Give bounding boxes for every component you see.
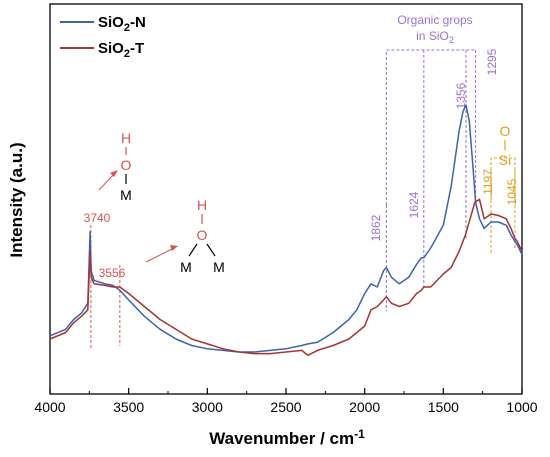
arrow-3556 bbox=[145, 247, 175, 263]
oh-double-m2: M bbox=[213, 259, 225, 275]
x-tick-label-4000: 4000 bbox=[34, 399, 65, 415]
arrow-3740-head bbox=[110, 170, 118, 177]
si-o-label-o: O bbox=[500, 123, 511, 139]
band-label-3556: 3556 bbox=[99, 266, 126, 280]
legend: SiO2-N SiO2-T bbox=[60, 14, 146, 60]
arrow-3556-head bbox=[170, 245, 178, 251]
si-o-bracket bbox=[490, 157, 516, 200]
band-label-1862: 1862 bbox=[369, 214, 383, 241]
x-axis: 4000 3500 3000 2500 2000 1500 1000 bbox=[34, 388, 538, 415]
x-tick-label-3500: 3500 bbox=[113, 399, 144, 415]
organic-groups-bracket bbox=[385, 49, 476, 205]
band-label-1624: 1624 bbox=[407, 191, 421, 218]
band-label-1356: 1356 bbox=[454, 82, 468, 109]
oh-double-bond2 bbox=[188, 243, 198, 257]
x-tick-label-2500: 2500 bbox=[270, 399, 301, 415]
x-axis-title-main: Wavenumber / cm bbox=[209, 429, 354, 448]
y-axis-title: Intensity (a.u.) bbox=[7, 142, 26, 257]
x-axis-title: Wavenumber / cm-1 bbox=[209, 427, 365, 448]
oh-single-h: H bbox=[121, 130, 131, 146]
band-label-1197: 1197 bbox=[481, 169, 495, 195]
annotation-layer: 3740 3556 1862 1624 1356 1295 1197 1045 bbox=[84, 48, 519, 348]
oh-double-m1: M bbox=[180, 259, 192, 275]
x-tick-label-3000: 3000 bbox=[192, 399, 223, 415]
oh-double-o: O bbox=[197, 227, 208, 243]
oh-double-bond3 bbox=[206, 243, 216, 257]
legend-label-sio2-t: SiO2-T bbox=[98, 40, 144, 60]
x-tick-label-1000: 1000 bbox=[506, 399, 537, 415]
series-line-sio2-n bbox=[49, 104, 523, 353]
organic-groups-label-2: in SiO2 bbox=[416, 29, 454, 45]
series-line-sio2-t bbox=[49, 198, 523, 357]
x-axis-title-sup: -1 bbox=[354, 427, 365, 441]
arrow-3740 bbox=[98, 172, 116, 191]
band-label-1045: 1045 bbox=[505, 178, 519, 205]
si-o-label-si: Si bbox=[499, 152, 511, 168]
series-layer bbox=[49, 104, 523, 357]
legend-label-sio2-n: SiO2-N bbox=[98, 14, 146, 34]
organic-groups-label-1: Organic grops bbox=[397, 13, 472, 27]
x-tick-label-2000: 2000 bbox=[349, 399, 380, 415]
oh-single-o: O bbox=[121, 157, 132, 173]
band-label-1295: 1295 bbox=[485, 48, 499, 75]
x-tick-label-1500: 1500 bbox=[428, 399, 459, 415]
oh-double-h: H bbox=[197, 197, 207, 213]
oh-single-m: M bbox=[120, 187, 132, 203]
band-label-3740: 3740 bbox=[84, 211, 111, 225]
